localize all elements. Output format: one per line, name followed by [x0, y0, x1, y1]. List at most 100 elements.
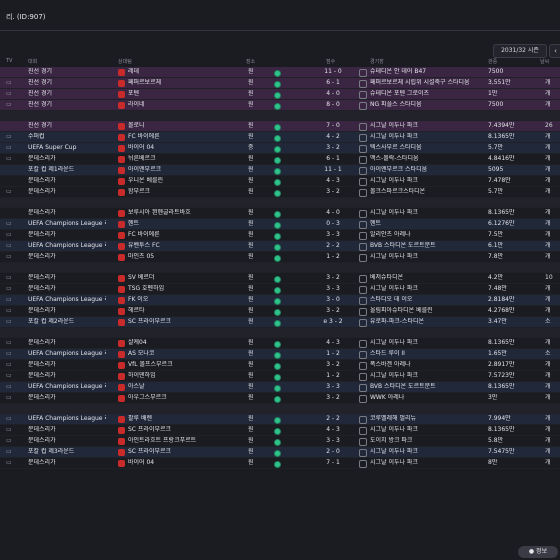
score-cell[interactable]: 2 - 2 [326, 242, 340, 249]
match-report-icon[interactable] [359, 275, 367, 283]
opponent-cell[interactable]: 뉘른베르크 [128, 155, 156, 162]
opponent-cell[interactable]: VfL 볼프스부르크 [128, 361, 173, 368]
score-cell[interactable]: 0 - 3 [326, 220, 340, 227]
table-row[interactable]: ▭ 친선 경기 라이네 원 8 - 0 NG 피플스 스타디움 7500 개 [0, 100, 560, 111]
score-cell[interactable]: 11 - 0 [324, 68, 342, 75]
match-report-icon[interactable] [359, 243, 367, 251]
table-row[interactable]: ▭ UEFA Champions League 리... 팔루 배렌 원 2 - 2 코루… [0, 414, 560, 425]
table-row[interactable]: ▭ 분데스리가 TSG 호펜하임 원 3 - 3 시그날 이두나 파크 7.48만 개 [0, 284, 560, 295]
table-row[interactable]: ▭ UEFA Champions League 리... 유벤투스 FC 원 2 - 2… [0, 241, 560, 252]
info-button[interactable]: ● 정보 [518, 546, 558, 558]
opponent-cell[interactable]: 유벤투스 FC [128, 242, 160, 249]
score-cell[interactable]: 3 - 2 [326, 188, 340, 195]
score-cell[interactable]: 3 - 3 [326, 285, 340, 292]
match-report-icon[interactable] [359, 308, 367, 316]
match-report-icon[interactable] [359, 416, 367, 424]
score-cell[interactable]: 2 - 2 [326, 415, 340, 422]
score-cell[interactable]: 7 - 1 [326, 459, 340, 466]
competition-cell[interactable]: UEFA Champions League 리... [28, 383, 106, 390]
match-report-icon[interactable] [359, 221, 367, 229]
col-attendance[interactable]: 관중 [488, 59, 498, 65]
table-row[interactable]: 포칼 컵 제1라운드 아이엔부르크 원 11 - 1 아이엔부르크 스타디움 5095 개 [0, 165, 560, 176]
opponent-cell[interactable]: 우니온 베를린 [128, 177, 164, 184]
season-select[interactable]: 2031/32 시즌 [493, 44, 547, 58]
match-report-icon[interactable] [359, 156, 367, 164]
competition-cell[interactable]: UEFA Champions League 리... [28, 296, 106, 303]
table-row[interactable]: 친선 경기 레데 원 11 - 0 슈테디온 안 데어 B47 7500 [0, 67, 560, 78]
match-report-icon[interactable] [359, 80, 367, 88]
competition-cell[interactable]: 분데스리가 [28, 231, 56, 238]
opponent-cell[interactable]: AS 모나코 [128, 350, 155, 357]
opponent-cell[interactable]: FC 바이에른 [128, 231, 160, 238]
opponent-cell[interactable]: SV 베르더 [128, 274, 155, 281]
match-report-icon[interactable] [359, 189, 367, 197]
table-row[interactable]: ▭ 분데스리가 샬케04 원 4 - 3 시그날 이두나 파크 8.1365만 개 [0, 338, 560, 349]
match-report-icon[interactable] [359, 340, 367, 348]
table-row[interactable]: ▭ UEFA Champions League 리... FK 이오 원 3 - 0 스타… [0, 295, 560, 306]
opponent-cell[interactable]: 페퍼르보르체 [128, 79, 162, 86]
score-cell[interactable]: 3 - 2 [326, 144, 340, 151]
table-row[interactable]: ▭ 친선 경기 페퍼르보르체 원 6 - 1 페퍼르보르체 시립위 시설축구 스타디움 3,… [0, 78, 560, 89]
opponent-cell[interactable]: 샬케04 [128, 339, 147, 346]
match-report-icon[interactable] [359, 167, 367, 175]
score-cell[interactable]: 4 - 0 [326, 90, 340, 97]
table-row[interactable]: ▭ 분데스리가 바이어 04 원 7 - 1 시그날 이두나 파크 8만 개 [0, 458, 560, 469]
opponent-cell[interactable]: 아이엔부르크 [128, 166, 162, 173]
opponent-cell[interactable]: 아스날 [128, 383, 145, 390]
match-report-icon[interactable] [359, 286, 367, 294]
score-cell[interactable]: 1 - 2 [326, 350, 340, 357]
competition-cell[interactable]: 분데스리가 [28, 437, 56, 444]
score-cell[interactable]: 4 - 3 [326, 339, 340, 346]
table-row[interactable]: ▭ 분데스리가 뉘른베르크 원 6 - 1 맥스-몰락-스타디움 4.8416만 개 [0, 154, 560, 165]
match-report-icon[interactable] [359, 373, 367, 381]
opponent-cell[interactable]: 팔루 배렌 [128, 415, 152, 422]
table-row[interactable]: ▭ UEFA Champions League 리... 헨트 원 0 - 3 헨트 6.1… [0, 219, 560, 230]
table-row[interactable]: ▭ 분데스리가 하이덴하임 원 1 - 2 시그날 이두나 파크 7.5723만 개 [0, 371, 560, 382]
table-row[interactable]: ▭ 분데스리가 VfL 볼프스부르크 원 3 - 2 폭스바겐 아레나 2.8917만 개 [0, 360, 560, 371]
opponent-cell[interactable]: 볼로니 [128, 122, 145, 129]
competition-cell[interactable]: 분데스리가 [28, 209, 56, 216]
score-cell[interactable]: 4 - 0 [326, 209, 340, 216]
score-cell[interactable]: 6 - 1 [326, 79, 340, 86]
table-row[interactable]: ▭ 분데스리가 헤르타 원 3 - 2 올림피아슈타디온 베를린 4.2768만 개 [0, 306, 560, 317]
match-report-icon[interactable] [359, 395, 367, 403]
competition-cell[interactable]: 분데스리가 [28, 285, 56, 292]
score-cell[interactable]: 4 - 2 [326, 133, 340, 140]
opponent-cell[interactable]: 헨트 [128, 220, 140, 227]
score-cell[interactable]: 2 - 0 [326, 448, 340, 455]
opponent-cell[interactable]: 레데 [128, 68, 140, 75]
opponent-cell[interactable]: 마인츠 05 [128, 253, 155, 260]
competition-cell[interactable]: 분데스리가 [28, 339, 56, 346]
col-venue[interactable]: 장소 [246, 59, 256, 65]
table-row[interactable]: ▭ 포칼 컵 제3라운드 SC 프라이부르크 원 2 - 0 시그날 이두나 파크 7.54… [0, 447, 560, 458]
competition-cell[interactable]: UEFA Champions League 리... [28, 242, 106, 249]
opponent-cell[interactable]: 보루시아 묀헨글라트바흐 [128, 209, 191, 216]
competition-cell[interactable]: 친선 경기 [28, 68, 52, 75]
table-row[interactable]: ▭ 분데스리가 마인츠 05 원 1 - 2 시그날 이두나 파크 7.8만 개 [0, 252, 560, 263]
match-report-icon[interactable] [359, 362, 367, 370]
score-cell[interactable]: 3 - 3 [326, 231, 340, 238]
score-cell[interactable]: 6 - 1 [326, 155, 340, 162]
match-report-icon[interactable] [359, 319, 367, 327]
opponent-cell[interactable]: SC 프라이부르크 [128, 448, 172, 455]
score-cell[interactable]: 3 - 2 [326, 307, 340, 314]
opponent-cell[interactable]: 아우그스부르크 [128, 394, 167, 401]
match-report-icon[interactable] [359, 351, 367, 359]
competition-cell[interactable]: 분데스리가 [28, 426, 56, 433]
table-row[interactable]: ▭ UEFA Champions League 리... AS 모나코 원 1 - 2 스… [0, 349, 560, 360]
score-cell[interactable]: 1 - 2 [326, 372, 340, 379]
col-tv[interactable]: TV [6, 58, 13, 64]
score-cell[interactable]: 3 - 3 [326, 437, 340, 444]
competition-cell[interactable]: UEFA Champions League 리... [28, 220, 106, 227]
competition-cell[interactable]: 친선 경기 [28, 122, 52, 129]
score-cell[interactable]: 11 - 1 [324, 166, 342, 173]
opponent-cell[interactable]: SC 프라이부르크 [128, 318, 172, 325]
competition-cell[interactable]: UEFA Super Cup [28, 144, 77, 151]
competition-cell[interactable]: 포칼 컵 제2라운드 [28, 318, 75, 325]
competition-cell[interactable]: 친선 경기 [28, 79, 52, 86]
competition-cell[interactable]: 수퍼컵 [28, 133, 45, 140]
competition-cell[interactable]: UEFA Champions League 리... [28, 415, 106, 422]
table-row[interactable]: ▭ 분데스리가 SC 프라이부르크 원 4 - 3 시그날 이두나 파크 8.1365만 개 [0, 425, 560, 436]
match-report-icon[interactable] [359, 145, 367, 153]
col-opponent[interactable]: 상대팀 [118, 59, 132, 65]
